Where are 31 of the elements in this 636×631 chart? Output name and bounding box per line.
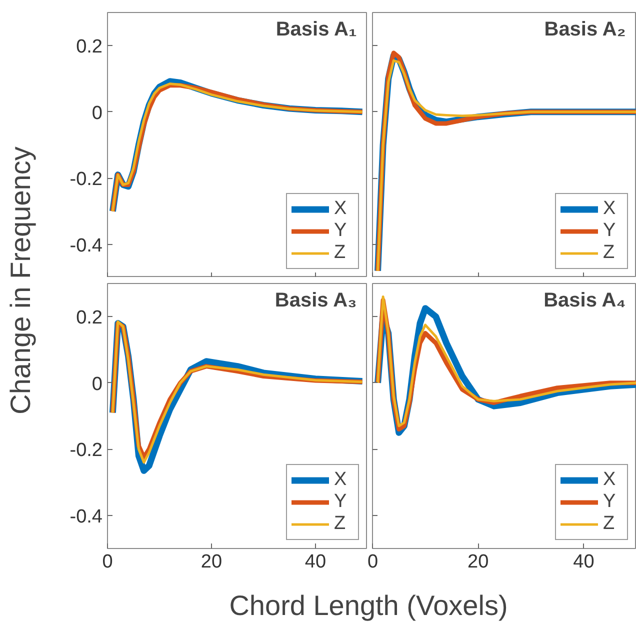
legend-label: X (603, 198, 617, 220)
legend-label: Y (603, 491, 617, 513)
y-tick-label: 0 (92, 102, 103, 124)
y-tick-label: -0.2 (70, 169, 103, 190)
x-tick-label: 40 (573, 552, 594, 572)
legend-label: X (603, 469, 617, 491)
legend-label: Z (334, 242, 347, 264)
legend-label: Z (603, 513, 616, 535)
legend-label: Y (603, 220, 617, 242)
chart-title: Basis A₃ (274, 290, 357, 312)
y-tick-label: -0.4 (70, 235, 103, 256)
x-tick-label: 20 (200, 552, 222, 572)
y-tick-label: 0.2 (76, 36, 103, 58)
chart-title: Basis A₁ (276, 18, 357, 40)
legend-label: X (334, 469, 348, 491)
x-tick-label: 20 (468, 552, 489, 572)
legend-label: X (334, 198, 348, 220)
x-tick-label: 0 (368, 552, 378, 572)
chart-title: Basis A₄ (544, 290, 626, 312)
legend-label: Y (334, 220, 348, 242)
y-tick-label: -0.4 (70, 506, 103, 528)
y-axis-title: Change in Frequency (5, 146, 36, 414)
y-tick-label: -0.2 (70, 440, 103, 462)
x-tick-label: 40 (304, 552, 326, 572)
y-tick-label: 0.2 (76, 308, 103, 329)
x-axis-title: Chord Length (Voxels) (229, 590, 508, 621)
legend-label: Z (603, 242, 616, 264)
y-tick-label: 0 (92, 374, 103, 395)
legend-label: Z (334, 513, 347, 535)
legend-label: Y (334, 491, 348, 513)
chart-title: Basis A₂ (544, 18, 626, 40)
